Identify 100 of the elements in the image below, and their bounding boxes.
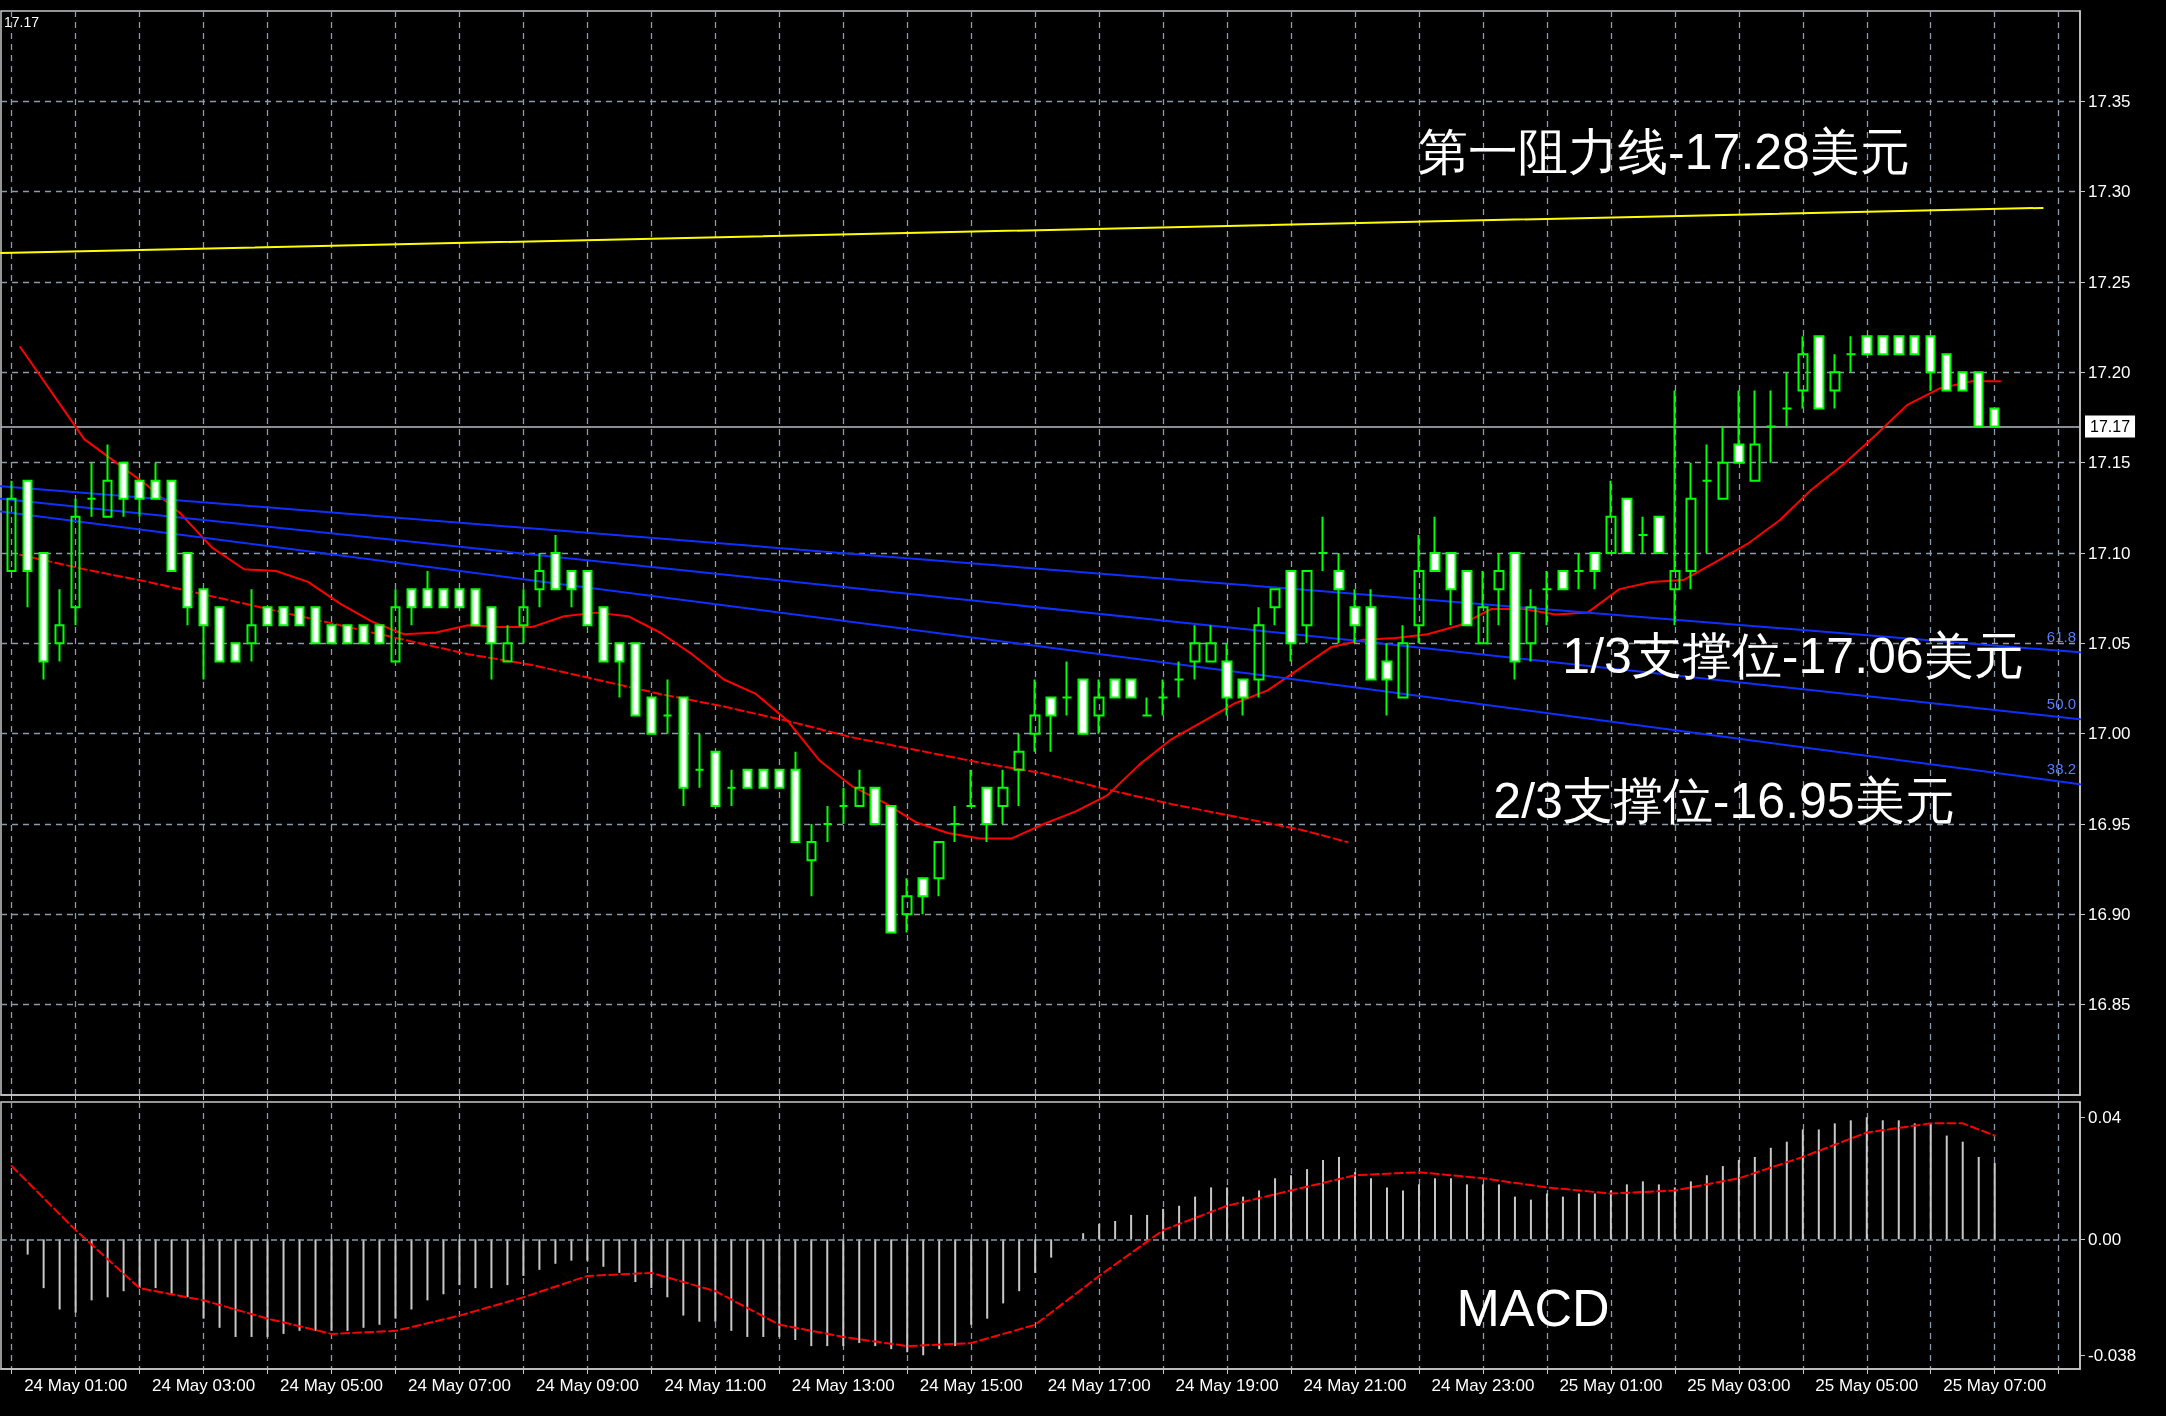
candlestick [1525, 588, 1537, 663]
x-tick-label: 24 May 07:00 [407, 1376, 511, 1395]
bar [1034, 1239, 1037, 1273]
candlestick [150, 461, 161, 500]
candlestick [1429, 515, 1441, 573]
candlestick [1925, 335, 1936, 392]
candlestick [278, 606, 289, 627]
bar [970, 1239, 973, 1325]
bar [154, 1239, 157, 1289]
bar [1050, 1239, 1053, 1258]
candlestick [1861, 335, 1873, 356]
bar [1881, 1120, 1884, 1240]
bar [1641, 1181, 1644, 1240]
candlestick [1221, 642, 1233, 717]
candlestick [1301, 570, 1313, 645]
candlestick [678, 696, 689, 807]
candlestick [1237, 678, 1249, 717]
bar [1769, 1147, 1772, 1240]
bar [298, 1239, 301, 1331]
candlestick [1717, 425, 1729, 500]
candlestick [1173, 660, 1185, 699]
y-tick-label: 17.30 [2088, 182, 2131, 202]
bar [570, 1239, 573, 1261]
bar [698, 1239, 701, 1322]
bar [186, 1239, 189, 1298]
bar [810, 1239, 813, 1347]
candlestick [981, 786, 993, 844]
bar [842, 1239, 845, 1347]
y-tick-label: 0.04 [2088, 1107, 2122, 1127]
candlestick [1413, 533, 1425, 645]
y-tick-label: -0.038 [2088, 1345, 2137, 1365]
candlestick [1621, 497, 1633, 554]
bar [1194, 1196, 1197, 1240]
bar [474, 1239, 477, 1289]
candlestick [1285, 570, 1297, 663]
bar [938, 1239, 941, 1350]
candlestick [1829, 353, 1841, 410]
bar [1098, 1224, 1101, 1240]
bar [74, 1239, 77, 1313]
bar [1865, 1117, 1868, 1240]
candlestick [1941, 353, 1952, 392]
candlestick [342, 624, 353, 645]
candlestick [502, 624, 513, 663]
bar [986, 1239, 989, 1319]
bar [1945, 1135, 1948, 1240]
bar [266, 1239, 269, 1337]
y-tick-label: 17.25 [2088, 272, 2131, 292]
bar [1577, 1193, 1580, 1240]
candlestick [1637, 515, 1649, 554]
bar [762, 1239, 765, 1337]
bar [218, 1239, 221, 1328]
bar [330, 1239, 333, 1331]
candlestick [1045, 696, 1057, 753]
candlestick [1445, 552, 1457, 627]
bar [1322, 1159, 1325, 1240]
bar [282, 1239, 285, 1334]
candlestick [310, 606, 321, 645]
candlestick [901, 877, 913, 934]
candlestick [182, 552, 193, 627]
x-tick-label: 25 May 05:00 [1815, 1376, 1919, 1395]
candlestick [406, 588, 417, 627]
bar [554, 1239, 557, 1264]
candlestick [1813, 335, 1825, 410]
candlestick [1781, 371, 1793, 428]
bar [1002, 1239, 1005, 1304]
bar [1753, 1156, 1756, 1240]
x-tick-label: 25 May 07:00 [1943, 1376, 2047, 1395]
bar [1913, 1123, 1916, 1240]
candlestick [710, 750, 721, 807]
bar [442, 1239, 445, 1295]
candlestick [262, 606, 273, 627]
bar [170, 1239, 173, 1295]
candlestick [134, 479, 145, 518]
bar [1849, 1120, 1852, 1240]
bar [906, 1239, 909, 1353]
bar [250, 1239, 253, 1337]
bar [778, 1239, 781, 1337]
bar [1370, 1178, 1373, 1240]
bar [650, 1239, 653, 1289]
y-tick-label: 16.85 [2088, 995, 2131, 1015]
ref-line-label: 17.17 [2090, 418, 2131, 436]
bar [106, 1239, 109, 1298]
x-tick-label: 24 May 23:00 [1431, 1376, 1535, 1395]
candlestick [726, 768, 737, 807]
x-tick-label: 24 May 11:00 [664, 1376, 767, 1395]
candlestick [1893, 335, 1905, 356]
candlestick [38, 552, 49, 681]
candlestick [774, 768, 785, 789]
annotation: 17.17 [4, 14, 40, 30]
candlestick [166, 479, 177, 573]
candlestick [1077, 678, 1089, 735]
candlestick [598, 606, 609, 663]
candlestick [965, 768, 977, 807]
candlestick [1125, 678, 1137, 699]
bar [1290, 1175, 1293, 1240]
candlestick [1141, 696, 1153, 717]
annotation: 第一阻力线-17.28美元 [1418, 124, 1910, 180]
candlestick [1189, 624, 1201, 681]
bar [1386, 1187, 1388, 1240]
candlestick [1061, 660, 1073, 717]
